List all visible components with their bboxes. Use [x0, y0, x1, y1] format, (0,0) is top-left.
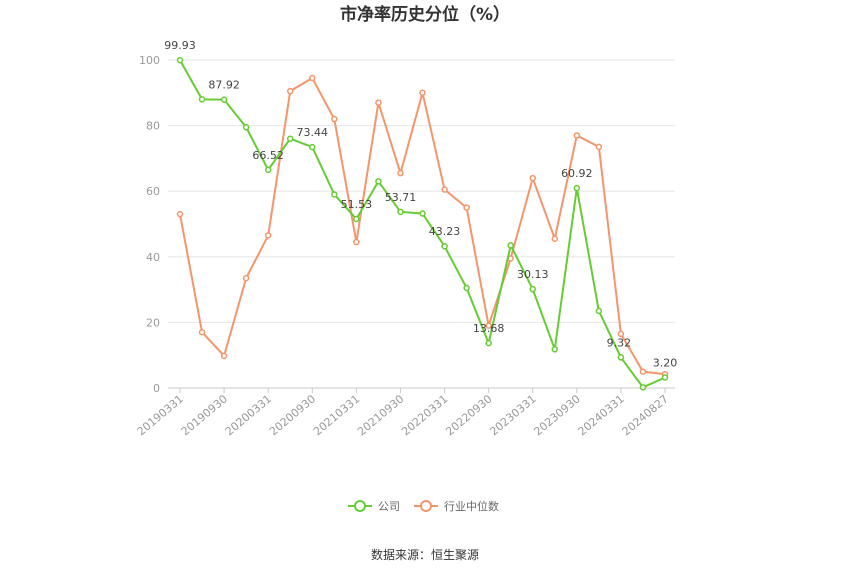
series-line [179, 77, 666, 376]
data-point [198, 328, 206, 336]
series-company [176, 56, 669, 391]
x-tick-label: 20210930 [355, 392, 406, 438]
y-tick-label: 0 [153, 382, 160, 395]
data-point [485, 339, 492, 347]
data-point [264, 232, 272, 239]
data-point [353, 238, 360, 246]
data-point [595, 307, 603, 315]
data-point [220, 96, 228, 103]
legend-industry-median[interactable]: 行业中位数 [414, 499, 499, 513]
data-point [595, 143, 603, 151]
data-label: 13.68 [473, 322, 505, 335]
y-tick-label: 40 [146, 251, 160, 264]
data-point [529, 174, 536, 182]
y-tick-label: 60 [146, 185, 160, 198]
data-point [639, 384, 647, 391]
data-point [463, 284, 470, 292]
x-tick-label: 20210331 [311, 392, 362, 438]
data-point [375, 99, 382, 106]
grid-lines [168, 59, 675, 323]
series-layer [176, 56, 669, 391]
data-point [353, 215, 360, 223]
chart-title: 市净率历史分位（%） [340, 4, 510, 25]
y-tick-label: 80 [146, 120, 160, 133]
data-point [441, 186, 448, 193]
y-tick-label: 100 [139, 54, 160, 67]
data-point [242, 123, 250, 131]
series-industry-median [176, 74, 669, 378]
data-label: 60.92 [561, 167, 593, 180]
x-tick-label: 20190930 [179, 392, 230, 438]
data-point [485, 322, 492, 329]
x-tick-label: 20200331 [223, 392, 274, 438]
data-label: 51.53 [341, 198, 373, 211]
x-tick-label: 20240331 [576, 392, 627, 438]
legend-swatch-marker [354, 500, 366, 512]
data-point [176, 56, 184, 64]
data-label: 43.23 [429, 225, 461, 238]
data-point [573, 184, 581, 192]
data-point [507, 242, 514, 249]
data-label: 73.44 [297, 126, 329, 139]
data-point [617, 354, 625, 361]
x-axis: 2019033120190930202003312020093020210331… [135, 387, 675, 438]
data-point [397, 208, 404, 216]
data-point [242, 274, 250, 282]
data-point [419, 210, 426, 217]
data-labels: 99.93 87.92 66.52 73.44 51.53 53.71 43.23 13.68… [164, 39, 677, 369]
x-tick-label: 20190331 [135, 392, 186, 438]
data-label: 53.71 [385, 191, 417, 204]
legend-company[interactable]: 公司 [348, 500, 400, 513]
data-label: 3.20 [653, 357, 678, 370]
x-tick-label: 20220331 [399, 392, 450, 438]
data-point [309, 143, 316, 151]
data-point [419, 89, 426, 97]
y-axis-ticks: 0 20 40 60 80 100 [139, 54, 160, 395]
data-point [661, 374, 669, 381]
data-point [441, 242, 448, 250]
x-tick-label: 20230930 [531, 392, 582, 438]
data-point [331, 115, 338, 123]
series-line [179, 59, 666, 389]
data-point [573, 132, 581, 139]
x-tick-label: 20230331 [487, 392, 538, 438]
data-point [463, 204, 470, 211]
data-label: 87.92 [208, 79, 240, 92]
data-label: 66.52 [252, 149, 284, 162]
data-point [198, 96, 206, 103]
data-point [309, 74, 316, 82]
data-label: 99.93 [164, 39, 196, 52]
legend-swatch-marker [420, 500, 432, 512]
data-point [176, 210, 184, 218]
data-point [286, 135, 294, 142]
data-label: 30.13 [517, 268, 549, 281]
data-label: 9.32 [607, 336, 632, 349]
legend-label: 行业中位数 [444, 499, 499, 513]
data-point [639, 368, 647, 375]
x-tick-label: 20200930 [267, 392, 318, 438]
data-point [529, 285, 536, 293]
data-point [264, 166, 272, 174]
data-point [617, 330, 625, 338]
data-point [286, 87, 294, 95]
x-tick-label: 20240827 [620, 392, 671, 438]
legend[interactable]: 公司 行业中位数 [348, 499, 499, 513]
y-tick-label: 20 [146, 316, 160, 329]
data-point [551, 346, 559, 353]
data-point [331, 191, 338, 198]
data-point [220, 352, 228, 360]
data-point [375, 178, 382, 185]
x-tick-label: 20220930 [443, 392, 494, 438]
data-point [551, 235, 559, 243]
data-point [397, 169, 404, 177]
source-note: 数据来源：恒生聚源 [371, 547, 479, 562]
legend-label: 公司 [378, 500, 400, 513]
